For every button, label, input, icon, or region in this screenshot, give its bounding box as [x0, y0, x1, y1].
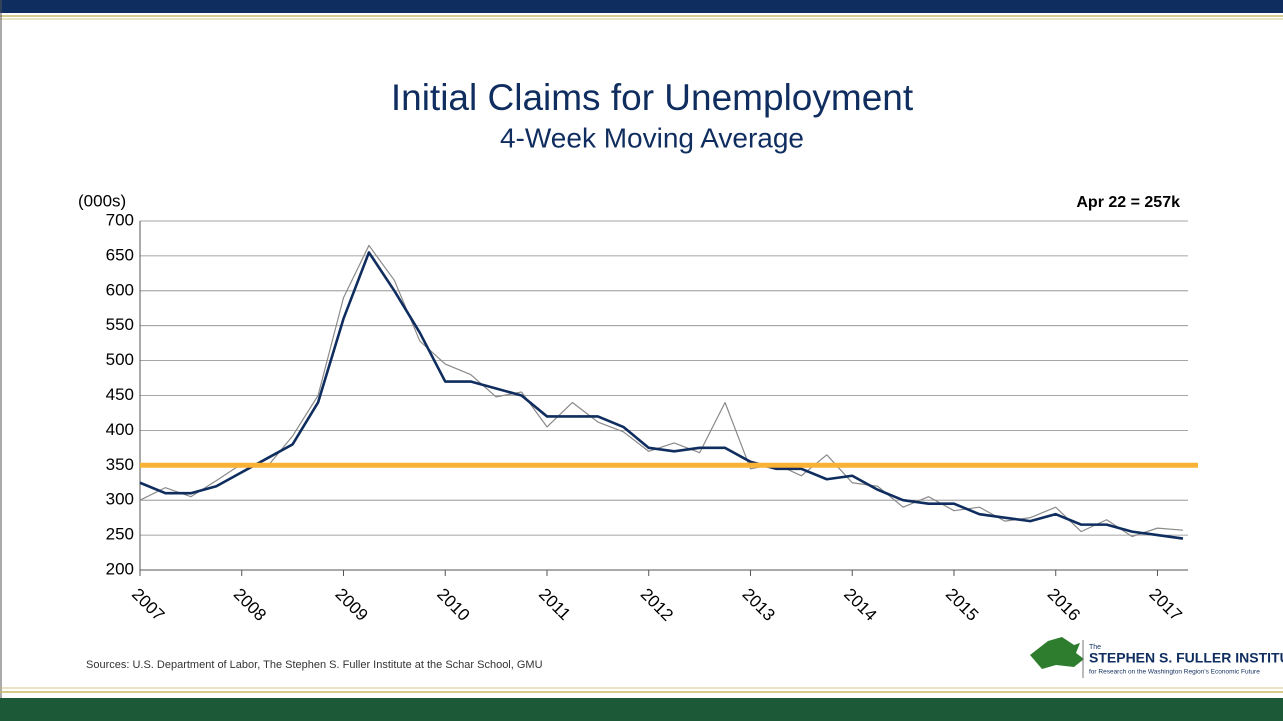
y-tick-label: 500	[106, 350, 134, 369]
series-line	[139, 251, 1184, 540]
logo-small: The	[1089, 644, 1101, 651]
chart-title: Initial Claims for Unemployment	[391, 77, 914, 118]
top-bar	[0, 0, 1283, 13]
y-tick-label: 350	[106, 455, 134, 474]
logo-tagline: for Research on the Washington Region's …	[1089, 669, 1260, 676]
logo-name: STEPHEN S. FULLER INSTITUTE	[1089, 650, 1283, 666]
annotation: Apr 22 = 257k	[1076, 194, 1180, 211]
logo-icon	[1030, 637, 1084, 669]
y-tick-label: 650	[106, 245, 134, 264]
y-tick-label: 600	[106, 280, 134, 299]
y-tick-label: 200	[106, 559, 134, 578]
y-tick-label: 400	[106, 420, 134, 439]
y-axis-label: (000s)	[78, 191, 126, 210]
chart-subtitle: 4-Week Moving Average	[500, 122, 804, 153]
bottom-bar	[0, 698, 1283, 721]
y-tick-label: 450	[106, 385, 134, 404]
y-tick-label: 700	[106, 210, 134, 229]
y-tick-label: 550	[106, 315, 134, 334]
series-line	[139, 244, 1183, 538]
y-tick-label: 300	[106, 490, 134, 509]
y-tick-label: 250	[106, 525, 134, 544]
source: Sources: U.S. Department of Labor, The S…	[86, 659, 543, 671]
